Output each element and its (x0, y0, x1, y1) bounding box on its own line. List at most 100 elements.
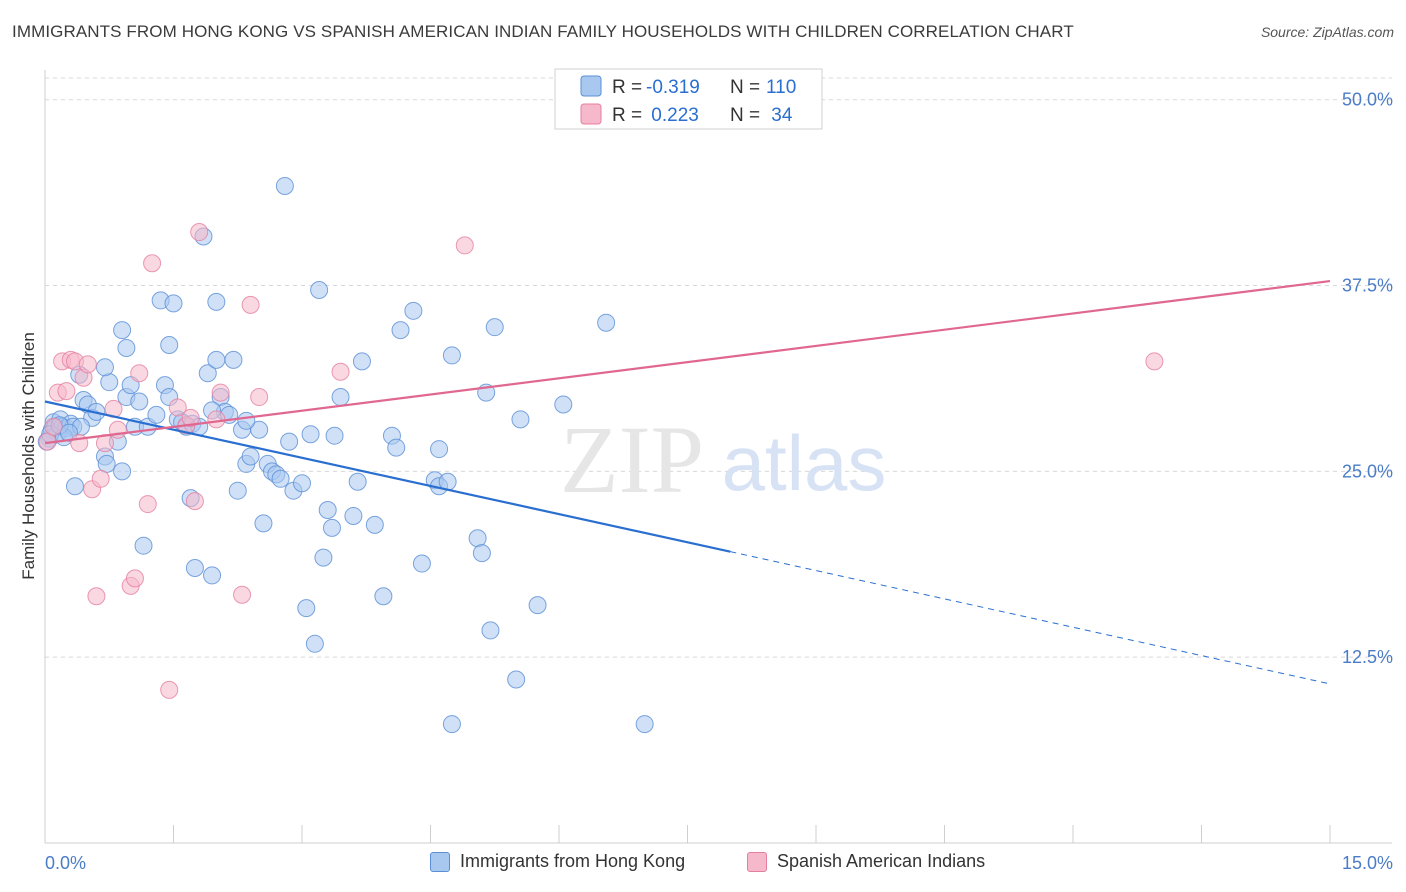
point-hong-kong (164, 294, 183, 313)
legend-r-label: R = (612, 77, 642, 98)
point-hong-kong (297, 599, 316, 618)
legend-box: R = -0.319 N = 110 R = 0.223 N = 34 (554, 68, 823, 130)
point-hong-kong (322, 518, 341, 537)
point-hong-kong (100, 373, 119, 392)
point-hong-kong (254, 514, 273, 533)
point-hong-kong (635, 715, 654, 734)
legend-label: Spanish American Indians (777, 851, 986, 871)
point-hong-kong (481, 621, 500, 640)
trend-line-extension (730, 551, 1331, 685)
point-spanish-american-indian (44, 417, 63, 436)
point-spanish-american-indian (78, 355, 97, 374)
point-spanish-american-indian (91, 469, 110, 488)
point-hong-kong (185, 558, 204, 577)
legend-r-value: 0.223 (646, 105, 699, 126)
trend-line-spanish-american-indian (44, 279, 1331, 445)
point-hong-kong (442, 715, 461, 734)
grid-layer (45, 77, 1392, 658)
point-hong-kong (228, 481, 247, 500)
legend-item-spanish-american-indians: Spanish American Indians (747, 851, 985, 872)
point-hong-kong (305, 634, 324, 653)
point-spanish-american-indian (181, 408, 200, 427)
points-layer (37, 176, 1164, 734)
point-hong-kong (511, 410, 530, 429)
point-hong-kong (207, 350, 226, 369)
point-hong-kong (412, 554, 431, 573)
legend-n-value: 110 (766, 77, 796, 98)
point-spanish-american-indian (138, 495, 157, 514)
point-spanish-american-indian (241, 295, 260, 314)
point-hong-kong (207, 292, 226, 311)
point-hong-kong (293, 474, 311, 493)
point-hong-kong (331, 388, 350, 407)
legend-swatch-blue (430, 851, 450, 872)
point-hong-kong (275, 176, 294, 195)
point-hong-kong (160, 336, 179, 355)
legend-item-hong-kong: Immigrants from Hong Kong (430, 851, 685, 872)
legend-n-label: N = (730, 77, 760, 98)
point-hong-kong (237, 411, 256, 430)
watermark: ZIP atlas (560, 406, 886, 513)
point-hong-kong (325, 426, 344, 445)
point-hong-kong (147, 405, 166, 424)
point-hong-kong (314, 548, 333, 567)
point-hong-kong (597, 313, 616, 332)
source-label: Source: ZipAtlas.com (1260, 24, 1394, 40)
point-hong-kong (280, 432, 299, 451)
point-spanish-american-indian (57, 382, 76, 401)
point-hong-kong (95, 358, 114, 377)
point-spanish-american-indian (87, 587, 106, 606)
point-hong-kong (344, 506, 363, 525)
point-hong-kong (391, 321, 410, 340)
point-hong-kong (352, 352, 371, 371)
watermark-zip: ZIP (560, 406, 704, 513)
axes-layer (44, 70, 1392, 844)
point-spanish-american-indian (1145, 352, 1164, 371)
y-tick-label: 50.0% (1342, 90, 1393, 110)
legend-bottom: Immigrants from Hong Kong Spanish Americ… (0, 851, 1406, 879)
point-spanish-american-indian (130, 364, 149, 383)
point-spanish-american-indian (331, 362, 350, 381)
point-hong-kong (310, 281, 329, 300)
legend-n-label: N = (730, 105, 760, 126)
point-hong-kong (468, 529, 487, 548)
point-hong-kong (528, 596, 547, 615)
chart-title: IMMIGRANTS FROM HONG KONG VS SPANISH AME… (12, 22, 1074, 41)
point-hong-kong (224, 350, 243, 369)
point-hong-kong (348, 472, 367, 491)
point-hong-kong (430, 440, 449, 459)
point-hong-kong (113, 321, 132, 340)
point-spanish-american-indian (168, 398, 187, 417)
point-hong-kong (250, 420, 269, 439)
legend-swatch-pink (580, 103, 602, 125)
point-hong-kong (507, 670, 526, 689)
point-spanish-american-indian (190, 223, 209, 242)
x-tick-label: 15.0% (1342, 853, 1393, 873)
point-hong-kong (485, 318, 504, 337)
point-hong-kong (271, 469, 290, 488)
watermark-atlas: atlas (722, 419, 887, 507)
point-hong-kong (365, 515, 384, 534)
trend-layer (44, 279, 1331, 685)
point-hong-kong (554, 395, 573, 414)
legend-label: Immigrants from Hong Kong (460, 851, 686, 871)
point-hong-kong (203, 566, 222, 585)
y-tick-label: 37.5% (1342, 276, 1393, 296)
point-hong-kong (374, 587, 393, 606)
legend-r-label: R = (612, 105, 642, 126)
point-spanish-american-indian (185, 492, 204, 511)
point-hong-kong (65, 477, 84, 496)
legend-swatch-pink (747, 851, 767, 872)
point-spanish-american-indian (160, 680, 179, 699)
point-spanish-american-indian (250, 388, 269, 407)
point-hong-kong (318, 501, 337, 520)
legend-n-value: 34 (766, 105, 793, 126)
point-hong-kong (134, 536, 153, 555)
point-hong-kong (117, 338, 136, 357)
point-hong-kong (472, 544, 491, 563)
point-hong-kong (442, 346, 461, 365)
point-hong-kong (241, 447, 260, 466)
point-hong-kong (387, 438, 406, 457)
point-hong-kong (301, 425, 320, 444)
